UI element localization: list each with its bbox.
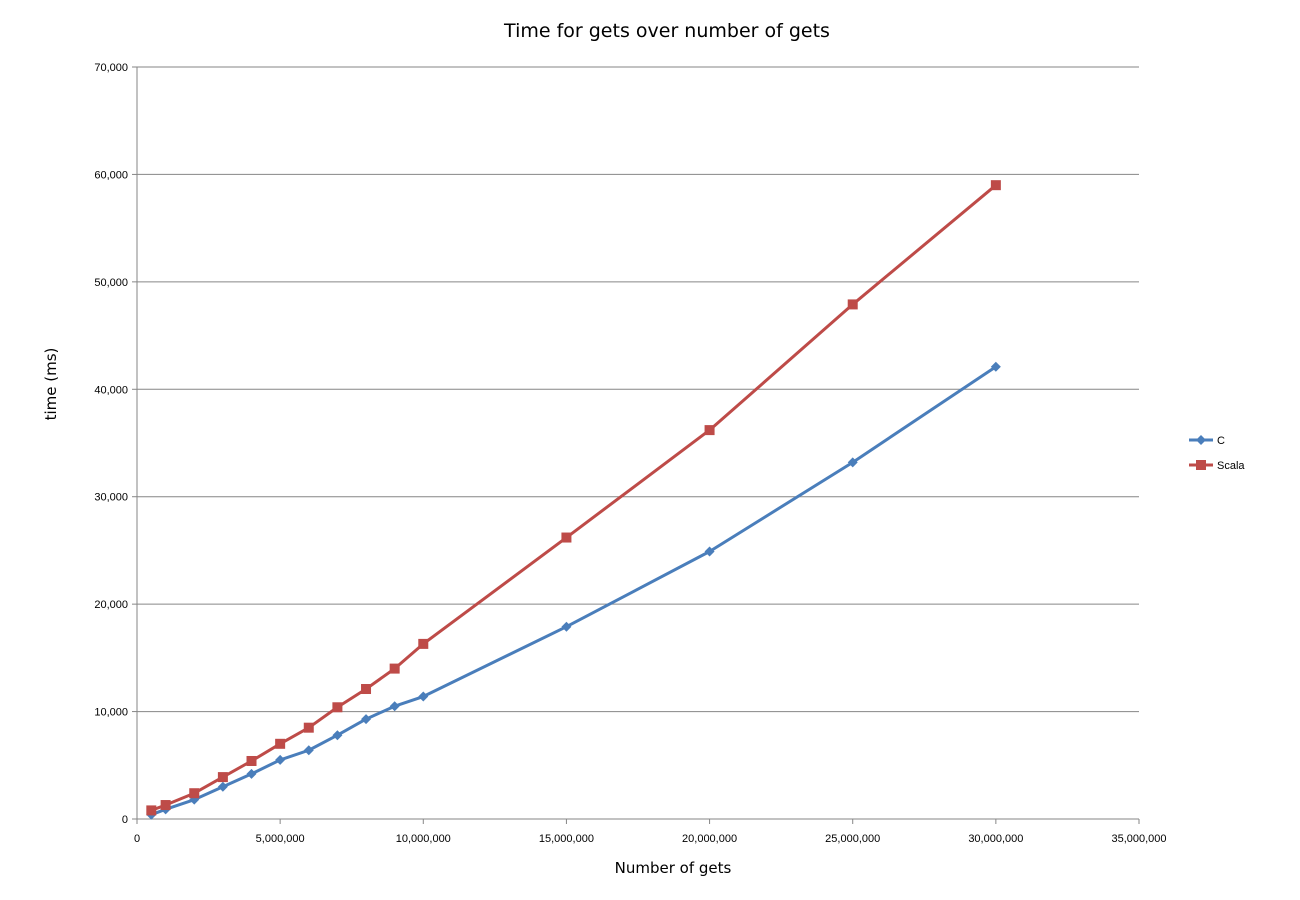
x-tick-label: 0	[134, 833, 140, 845]
x-tick-label: 20,000,000	[682, 833, 737, 845]
x-tick-label: 10,000,000	[396, 833, 451, 845]
y-axis-title: time (ms)	[42, 348, 60, 421]
data-point-scala	[332, 702, 343, 713]
legend-item-c: C	[1189, 435, 1225, 447]
data-point-c	[361, 714, 372, 725]
x-tick-label: 5,000,000	[256, 833, 305, 845]
x-axis-ticks: 0 5,000,000 10,000,000 15,000,000 20,000,000…	[134, 819, 1167, 845]
x-tick-label: 25,000,000	[825, 833, 880, 845]
data-point-c	[389, 701, 400, 712]
axes	[136, 67, 1139, 820]
data-point-c	[332, 730, 343, 741]
y-tick-label: 40,000	[94, 384, 128, 396]
data-point-c	[704, 546, 715, 557]
x-tick-label: 15,000,000	[539, 833, 594, 845]
x-tick-label: 35,000,000	[1111, 833, 1166, 845]
legend-label: C	[1217, 435, 1225, 447]
y-tick-label: 30,000	[94, 492, 128, 504]
data-point-scala	[217, 772, 228, 783]
x-tick-label: 30,000,000	[968, 833, 1023, 845]
legend-label: Scala	[1217, 460, 1245, 472]
y-tick-label: 20,000	[94, 599, 128, 611]
y-tick-label: 10,000	[94, 707, 128, 719]
data-point-scala	[361, 684, 372, 695]
y-tick-label: 70,000	[94, 62, 128, 74]
data-point-scala	[418, 638, 429, 649]
y-tick-label: 60,000	[94, 169, 128, 181]
data-point-c	[303, 745, 314, 756]
x-axis-title: Number of gets	[615, 859, 732, 877]
data-point-scala	[704, 425, 715, 436]
data-point-c	[561, 621, 572, 632]
data-point-scala	[389, 663, 400, 674]
data-point-c	[847, 457, 858, 468]
y-tick-label: 0	[122, 814, 128, 826]
data-point-scala	[990, 180, 1001, 191]
data-point-c	[217, 781, 228, 792]
data-point-scala	[847, 299, 858, 310]
legend-marker	[1196, 460, 1206, 470]
data-point-scala	[275, 738, 286, 749]
data-point-scala	[146, 805, 157, 816]
y-tick-label: 50,000	[94, 277, 128, 289]
data-point-c	[246, 768, 257, 779]
data-point-scala	[160, 800, 171, 811]
data-point-c	[990, 361, 1001, 372]
data-point-scala	[246, 755, 257, 766]
y-axis-ticks: 0 10,000 20,000 30,000 40,000 50,000 60,000 70,…	[94, 62, 137, 826]
data-point-c	[275, 754, 286, 765]
data-point-c	[418, 691, 429, 702]
chart-title: Time for gets over number of gets	[503, 20, 830, 42]
data-point-scala	[561, 532, 572, 543]
gridlines	[137, 66, 1139, 713]
series-layer	[146, 180, 1001, 820]
legend-marker	[1196, 435, 1206, 445]
data-point-scala	[303, 722, 314, 733]
data-point-scala	[189, 788, 200, 799]
series-scala	[146, 180, 1001, 816]
legend-item-scala: Scala	[1189, 460, 1245, 472]
legend: C Scala	[1189, 435, 1245, 472]
